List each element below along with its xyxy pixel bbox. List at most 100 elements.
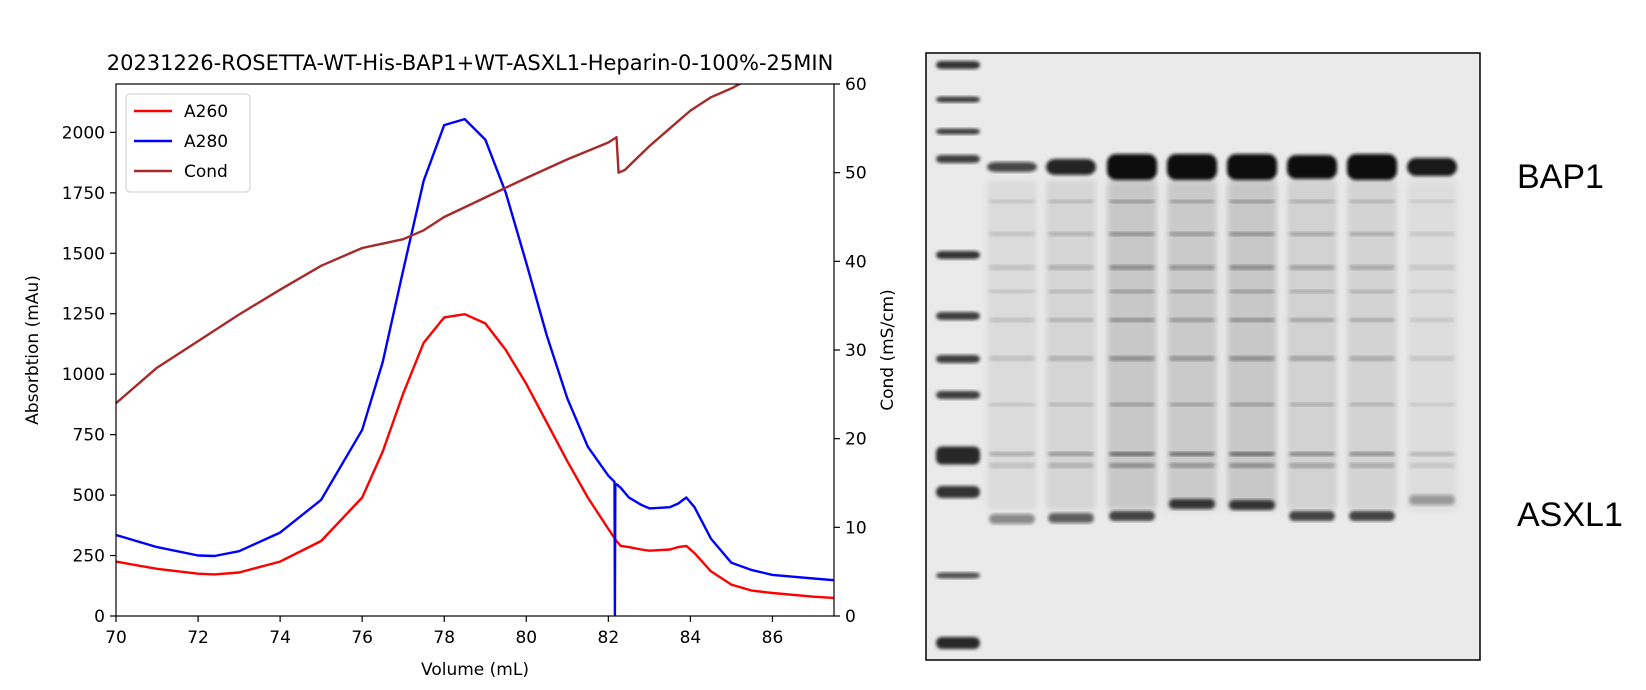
gel-minor-band <box>1409 290 1455 293</box>
gel-minor-band <box>1349 452 1395 456</box>
gel-ladder-band <box>936 96 980 103</box>
gel-minor-band <box>1409 452 1455 456</box>
gel-band-asxl1 <box>1169 499 1215 509</box>
y2-tick-label: 30 <box>845 341 867 361</box>
gel-minor-band <box>1169 318 1215 322</box>
gel-ladder-band <box>936 155 980 163</box>
gel-lane-smear <box>1287 180 1337 510</box>
gel-minor-band <box>1349 318 1395 322</box>
gel-ladder-band <box>936 312 980 320</box>
y2-tick-label: 0 <box>845 607 856 627</box>
gel-minor-band <box>1409 318 1455 322</box>
gel-minor-band <box>1289 200 1335 203</box>
gel-minor-band <box>1229 318 1275 322</box>
axes-layer: 70 72 74 76 78 80 82 84 860250500750100012501500… <box>62 75 867 648</box>
gel-label-bap1: BAP1 <box>1517 158 1604 196</box>
y-tick-label: 1250 <box>62 305 105 325</box>
gel-minor-band <box>1109 463 1155 468</box>
gel-minor-band <box>1229 403 1275 406</box>
gel-minor-band <box>1169 265 1215 270</box>
gel-minor-band <box>1169 290 1215 293</box>
gel-minor-band <box>989 356 1035 361</box>
series-line-a260 <box>116 313 834 600</box>
gel-ladder-band <box>936 572 980 579</box>
gel-minor-band <box>1289 232 1335 236</box>
gel-lane-smear <box>1107 180 1157 510</box>
gel-minor-band <box>1109 356 1155 361</box>
gel-minor-band <box>989 318 1035 322</box>
gel-minor-band <box>1409 232 1455 236</box>
gel-ladder-band <box>936 391 980 399</box>
gel-band-bap1 <box>1227 154 1277 180</box>
x-tick-label: 80 <box>515 628 537 648</box>
gel-minor-band <box>1048 232 1094 236</box>
y-tick-label: 1500 <box>62 244 105 264</box>
y-tick-label: 250 <box>73 547 105 567</box>
y-axis-label: Absorbtion (mAu) <box>23 275 43 425</box>
gel-minor-band <box>1409 403 1455 406</box>
gel-minor-band <box>1349 265 1395 270</box>
gel-band-bap1 <box>1407 158 1457 176</box>
gel-minor-band <box>1048 452 1094 456</box>
y2-tick-label: 60 <box>845 75 867 95</box>
x-tick-label: 72 <box>187 628 209 648</box>
gel-band-asxl1 <box>1349 511 1395 521</box>
gel-minor-band <box>989 463 1035 468</box>
gel-minor-band <box>1048 463 1094 468</box>
gel-minor-band <box>1169 232 1215 236</box>
gel-ladder-band <box>936 637 980 649</box>
gel-band-asxl1 <box>1109 511 1155 521</box>
gel-minor-band <box>989 265 1035 270</box>
gel-ladder-band <box>936 486 980 498</box>
gel-band-bap1 <box>1046 159 1096 175</box>
gel-minor-band <box>989 200 1035 203</box>
gel-lane-smear <box>1347 180 1397 510</box>
y2-tick-label: 20 <box>845 430 867 450</box>
gel-minor-band <box>1229 356 1275 361</box>
x-tick-label: 78 <box>433 628 455 648</box>
legend-box <box>125 93 251 193</box>
gel-minor-band <box>1109 232 1155 236</box>
gel-minor-band <box>1289 452 1335 456</box>
gel-band-bap1 <box>1347 154 1397 180</box>
gel-ladder-band <box>936 251 980 259</box>
x-tick-label: 70 <box>105 628 127 648</box>
gel-minor-band <box>1289 290 1335 293</box>
plot-frame <box>115 83 835 617</box>
gel-minor-band <box>1048 403 1094 406</box>
gel-minor-band <box>1349 463 1395 468</box>
x-tick-label: 86 <box>762 628 784 648</box>
gel-minor-band <box>1109 318 1155 322</box>
gel-minor-band <box>1109 290 1155 293</box>
gel-band-asxl1 <box>1229 500 1275 510</box>
gel-minor-band <box>1409 200 1455 203</box>
y-tick-label: 500 <box>73 486 105 506</box>
gel-minor-band <box>989 232 1035 236</box>
y2-tick-label: 10 <box>845 518 867 538</box>
x-tick-label: 74 <box>269 628 291 648</box>
gel-minor-band <box>989 403 1035 406</box>
gel-lane-smear <box>987 180 1037 510</box>
gel-minor-band <box>1349 403 1395 406</box>
gel-minor-band <box>1289 318 1335 322</box>
gel-minor-band <box>1289 356 1335 361</box>
y2-tick-label: 40 <box>845 252 867 272</box>
gel-band-asxl1 <box>989 514 1035 524</box>
gel-minor-band <box>1229 463 1275 468</box>
x-tick-label: 76 <box>351 628 373 648</box>
gel-minor-band <box>1169 200 1215 203</box>
y-tick-label: 1000 <box>62 365 105 385</box>
gel-minor-band <box>1048 290 1094 293</box>
gel-lane-smear <box>1046 180 1096 510</box>
gel-minor-band <box>1409 463 1455 468</box>
gel-band-bap1 <box>1167 154 1217 180</box>
gel-band-bap1 <box>1107 154 1157 180</box>
gel-ladder-band <box>936 446 980 465</box>
series-line-a280 <box>116 117 834 616</box>
gel-minor-band <box>989 452 1035 456</box>
gel-ladder-band <box>936 61 980 69</box>
gel-minor-band <box>1289 463 1335 468</box>
legend-entry-a260: A260 <box>184 102 228 122</box>
gel-minor-band <box>1109 265 1155 270</box>
